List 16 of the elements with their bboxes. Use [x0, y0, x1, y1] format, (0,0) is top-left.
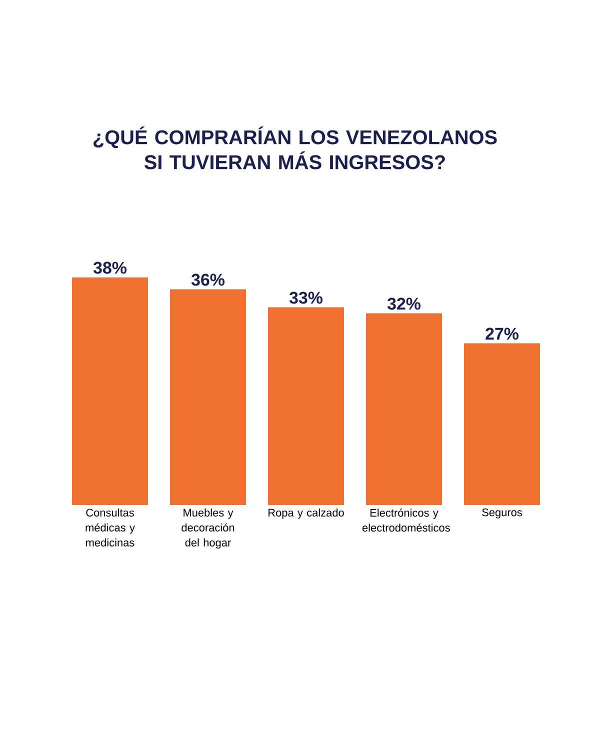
bar — [366, 313, 442, 505]
x-tick-label: Electrónicos y electrodomésticos — [362, 508, 450, 532]
bar — [464, 343, 540, 505]
bar — [170, 289, 246, 505]
data-label: 36% — [191, 274, 224, 286]
x-tick-label: Ropa y calzado — [268, 508, 344, 519]
bar — [268, 307, 344, 505]
x-tick-label: Seguros — [482, 508, 522, 518]
data-label: 33% — [289, 292, 322, 304]
x-tick-label: Consultas médicas y medicinas — [86, 508, 135, 546]
data-label: 27% — [486, 328, 518, 340]
data-label: 32% — [387, 298, 420, 310]
bar — [72, 277, 148, 505]
chart-title: ¿QUÉ COMPRARÍAN LOS VENEZOLANOS SI TUVIERAN MÁS INGRESOS? — [94, 126, 497, 170]
data-label: 38% — [93, 262, 126, 274]
x-tick-label: Muebles y decoración del hogar — [182, 508, 234, 549]
